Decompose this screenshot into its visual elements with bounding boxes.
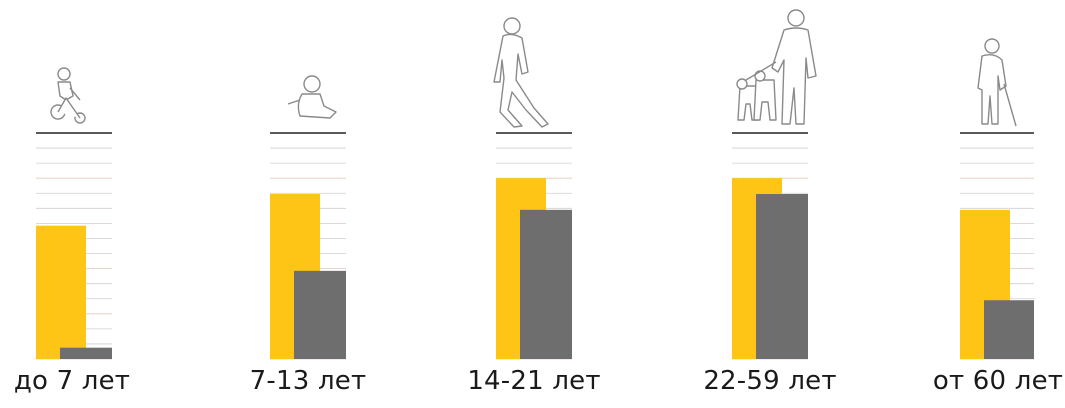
category-label: 7-13 лет xyxy=(249,366,367,396)
teenager-walking-icon xyxy=(493,17,549,128)
bar-series-b xyxy=(520,209,572,359)
elderly-with-cane-icon xyxy=(977,38,1017,127)
bar-series-a xyxy=(36,225,86,359)
child-on-tricycle-icon xyxy=(50,67,86,124)
category-label: 22-59 лет xyxy=(703,366,837,396)
bar-series-b xyxy=(756,194,808,359)
bars xyxy=(36,178,1034,359)
adult-with-dogs-icon xyxy=(736,9,817,125)
bar-series-b xyxy=(984,300,1034,359)
child-sitting-icon xyxy=(287,75,337,119)
category-label: от 60 лет xyxy=(932,366,1064,396)
category-label: 14-21 лет xyxy=(467,366,601,396)
bar-series-b xyxy=(294,270,346,359)
bar-series-b xyxy=(60,347,112,359)
category-label: до 7 лет xyxy=(13,366,131,396)
